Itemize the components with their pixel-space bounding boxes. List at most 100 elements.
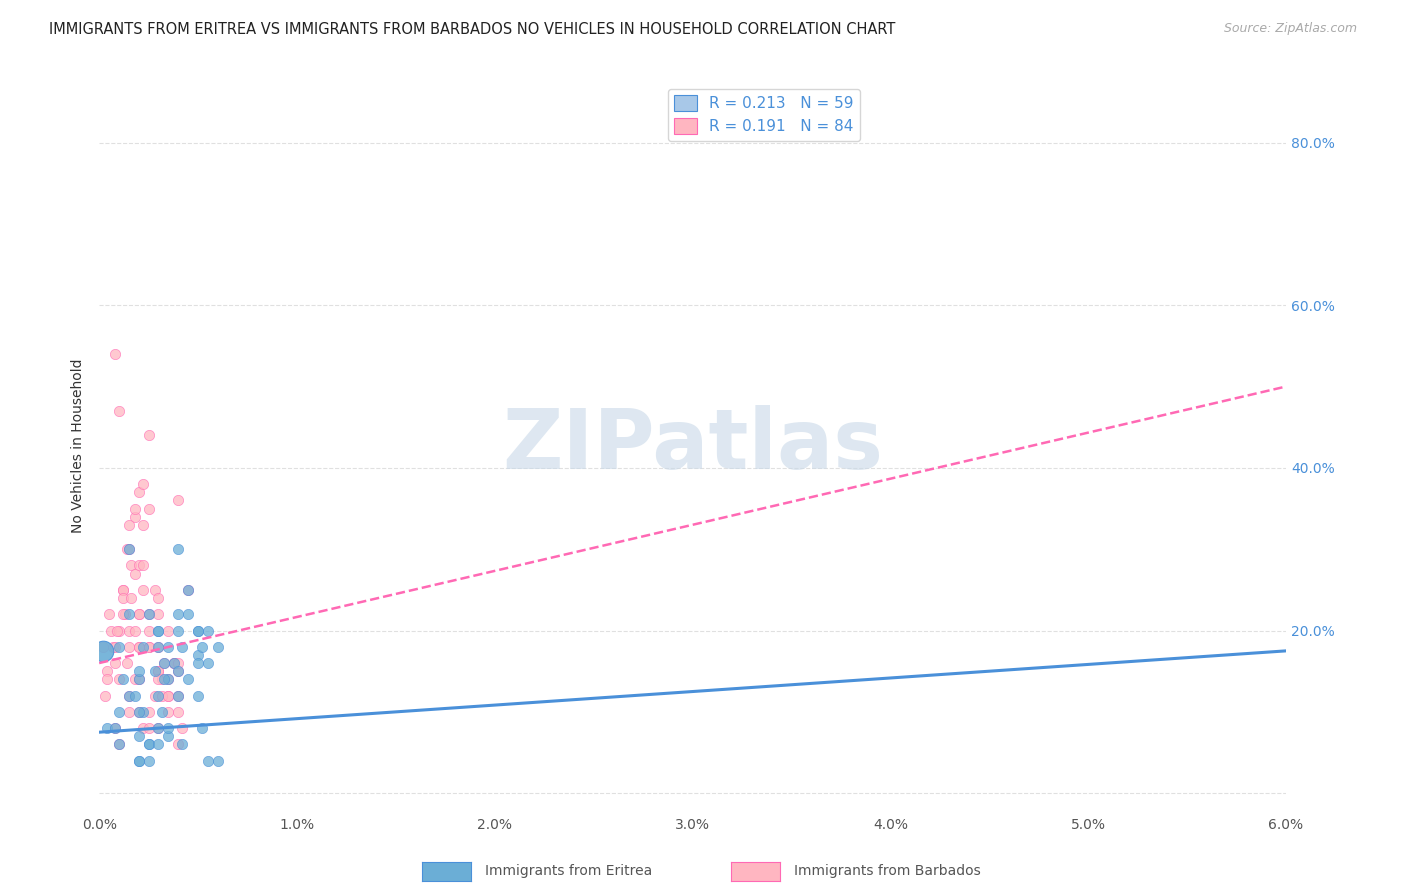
Point — [148, 624, 170, 638]
Point — [131, 517, 153, 532]
Point — [128, 673, 150, 687]
Point — [108, 673, 131, 687]
Point — [153, 673, 176, 687]
Point — [167, 738, 190, 752]
Point — [120, 558, 142, 573]
Point — [138, 607, 160, 622]
Point — [104, 640, 127, 654]
Y-axis label: No Vehicles in Household: No Vehicles in Household — [72, 359, 86, 533]
Point — [148, 721, 170, 735]
Point — [120, 591, 142, 605]
Text: ZIPatlas: ZIPatlas — [502, 405, 883, 486]
Point — [124, 689, 146, 703]
Point — [197, 624, 219, 638]
Point — [124, 624, 146, 638]
Point — [131, 721, 153, 735]
Point — [148, 664, 170, 678]
Point — [187, 656, 209, 670]
Point — [114, 607, 136, 622]
Point — [118, 542, 141, 557]
Point — [111, 607, 134, 622]
Point — [167, 542, 190, 557]
Point — [111, 582, 134, 597]
Point — [197, 754, 219, 768]
Point — [157, 721, 180, 735]
Point — [131, 582, 153, 597]
Point — [118, 705, 141, 719]
Point — [167, 689, 190, 703]
Point — [172, 721, 194, 735]
Point — [131, 705, 153, 719]
Point — [96, 721, 118, 735]
Legend: R = 0.213   N = 59, R = 0.191   N = 84: R = 0.213 N = 59, R = 0.191 N = 84 — [668, 89, 859, 141]
Point — [163, 656, 186, 670]
Text: Immigrants from Eritrea: Immigrants from Eritrea — [485, 864, 652, 879]
Point — [153, 656, 176, 670]
Point — [108, 738, 131, 752]
Point — [91, 640, 114, 654]
Text: Immigrants from Barbados: Immigrants from Barbados — [794, 864, 981, 879]
Point — [148, 607, 170, 622]
Point — [157, 705, 180, 719]
Point — [128, 705, 150, 719]
Point — [118, 689, 141, 703]
Point — [177, 673, 200, 687]
Point — [118, 542, 141, 557]
Point — [104, 721, 127, 735]
Point — [108, 640, 131, 654]
Point — [143, 582, 166, 597]
Point — [128, 640, 150, 654]
Point — [167, 689, 190, 703]
Point — [91, 644, 114, 658]
Point — [163, 656, 186, 670]
Point — [108, 738, 131, 752]
Point — [138, 501, 160, 516]
Point — [148, 640, 170, 654]
Point — [148, 738, 170, 752]
Point — [128, 558, 150, 573]
Point — [96, 673, 118, 687]
Point — [207, 640, 229, 654]
Point — [138, 738, 160, 752]
Point — [172, 640, 194, 654]
Point — [138, 428, 160, 442]
Point — [118, 640, 141, 654]
Point — [118, 624, 141, 638]
Point — [191, 640, 214, 654]
Point — [163, 656, 186, 670]
Point — [148, 624, 170, 638]
Point — [131, 477, 153, 491]
Point — [187, 689, 209, 703]
Point — [157, 673, 180, 687]
Point — [101, 640, 124, 654]
Point — [138, 640, 160, 654]
Point — [197, 656, 219, 670]
Point — [138, 705, 160, 719]
Point — [172, 738, 194, 752]
Point — [143, 664, 166, 678]
Point — [148, 640, 170, 654]
Point — [128, 754, 150, 768]
Point — [128, 705, 150, 719]
Point — [191, 721, 214, 735]
Point — [115, 656, 138, 670]
Point — [128, 607, 150, 622]
Point — [148, 689, 170, 703]
Point — [108, 624, 131, 638]
Point — [111, 673, 134, 687]
Point — [124, 501, 146, 516]
Point — [167, 607, 190, 622]
Point — [167, 664, 190, 678]
Point — [96, 664, 118, 678]
Point — [177, 607, 200, 622]
Point — [138, 640, 160, 654]
Point — [187, 624, 209, 638]
Point — [187, 624, 209, 638]
Point — [167, 705, 190, 719]
Point — [157, 624, 180, 638]
Point — [108, 705, 131, 719]
Point — [128, 754, 150, 768]
Point — [148, 673, 170, 687]
Point — [131, 558, 153, 573]
Point — [128, 485, 150, 500]
